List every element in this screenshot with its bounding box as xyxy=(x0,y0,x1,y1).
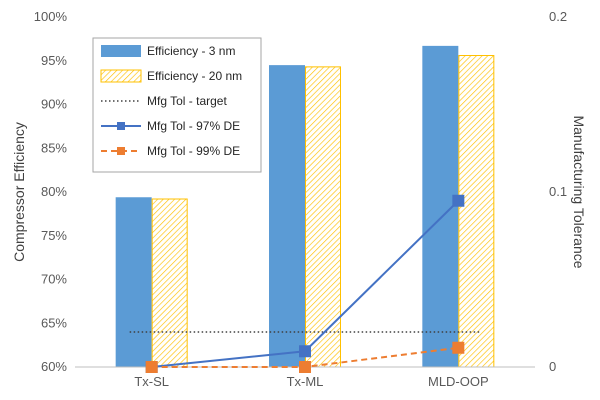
y2-tick-label: 0 xyxy=(549,359,556,374)
y-tick-label: 65% xyxy=(41,315,67,330)
y-tick-label: 60% xyxy=(41,359,67,374)
x-tick-label: Tx-ML xyxy=(287,374,324,389)
bar-efficiency-20nm xyxy=(458,55,495,368)
line-mfg-tol-97-marker xyxy=(299,345,311,358)
legend-label: Mfg Tol - 97% DE xyxy=(147,119,240,133)
y2-tick-label: 0.2 xyxy=(549,9,567,24)
plot-area: 60% 65% 70% 75% 80% 85% 90% 95% 100% 0 0.1 0.2 Tx-SL… xyxy=(34,9,567,389)
y-tick-label: 85% xyxy=(41,140,67,155)
y-tick-label: 100% xyxy=(34,9,68,24)
line-mfg-tol-99-marker xyxy=(452,341,465,354)
y-tick-label: 95% xyxy=(41,53,67,68)
x-tick-label: MLD-OOP xyxy=(428,374,489,389)
y2-axis-title: Manufacturing Tolerance xyxy=(571,115,587,268)
legend-swatch-marker xyxy=(117,122,125,130)
legend-swatch xyxy=(100,69,142,83)
bar-efficiency-20nm xyxy=(305,66,341,368)
legend-label: Efficiency - 20 nm xyxy=(147,69,242,83)
y-tick-label: 75% xyxy=(41,228,67,243)
legend-label: Efficiency - 3 nm xyxy=(147,44,235,58)
x-tick-label: Tx-SL xyxy=(134,374,169,389)
legend-label: Mfg Tol - 99% DE xyxy=(147,144,240,158)
y2-tick-label: 0.1 xyxy=(549,184,567,199)
y-tick-label: 70% xyxy=(41,272,67,287)
line-mfg-tol-99-marker xyxy=(299,361,311,373)
legend-swatch-marker xyxy=(117,147,125,155)
line-mfg-tol-97-marker xyxy=(452,194,465,207)
line-mfg-tol-99-marker xyxy=(145,361,158,373)
bar-efficiency-3nm xyxy=(115,197,152,367)
y-tick-label: 90% xyxy=(41,97,67,112)
legend-swatch xyxy=(101,45,141,57)
bar-efficiency-20nm xyxy=(151,198,188,368)
y-tick-label: 80% xyxy=(41,184,67,199)
legend-label: Mfg Tol - target xyxy=(147,94,227,108)
bar-efficiency-3nm xyxy=(269,65,305,367)
y-axis-title: Compressor Efficiency xyxy=(11,122,27,262)
